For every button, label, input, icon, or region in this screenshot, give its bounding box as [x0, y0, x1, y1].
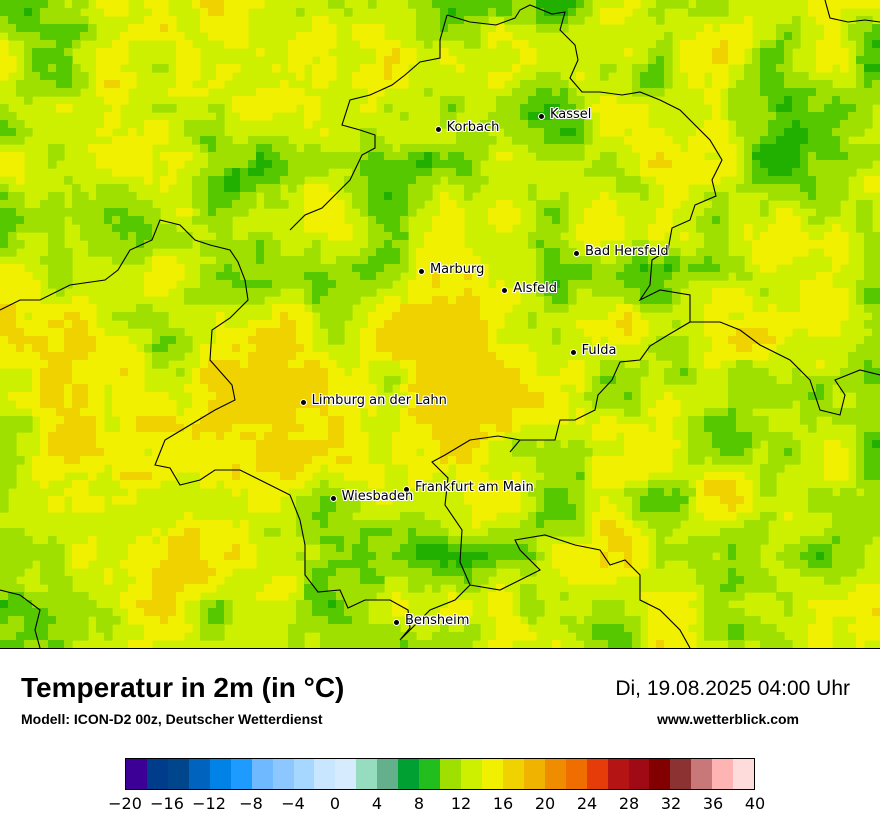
color-scale-segment [293, 759, 315, 789]
color-scale-segment [398, 759, 420, 789]
city-marker-wiesbaden [329, 495, 337, 503]
city-label: Alsfeld [513, 281, 558, 297]
color-scale-segment [314, 759, 336, 789]
color-scale-ticks: −20 −16 −12 −8 −4 0 4 8 12 16 20 24 28 32 36 40 [108, 794, 765, 816]
city-marker-limburg-an-der-lahn [299, 398, 307, 406]
temperature-field-layer [0, 0, 880, 648]
color-scale-bar [125, 758, 755, 790]
city-marker-fulda [569, 349, 577, 357]
color-scale-tick-label: 8 [413, 794, 425, 813]
color-scale-segment [230, 759, 252, 789]
color-scale-segment [607, 759, 629, 789]
city-marker-alsfeld [501, 287, 509, 295]
city-label: Marburg [429, 262, 485, 278]
color-scale-segment [146, 759, 168, 789]
color-scale-segment [712, 759, 734, 789]
color-scale-segment [733, 759, 755, 789]
temperature-map: Kassel Korbach Bad Hersfeld Marburg Alsfeld F… [0, 0, 880, 649]
color-scale-segment [565, 759, 587, 789]
color-scale-tick-label: 20 [534, 794, 556, 813]
city-marker-korbach [434, 125, 442, 133]
color-scale-tick-label: 16 [492, 794, 514, 813]
color-scale-segment [502, 759, 524, 789]
city-label: Bensheim [404, 613, 470, 629]
color-scale-tick-label: 40 [744, 794, 766, 813]
color-scale-tick-label: −16 [150, 794, 184, 813]
color-scale-segment [649, 759, 671, 789]
northeast-border [824, 0, 880, 23]
color-scale-segment [440, 759, 461, 789]
city-label: Kassel [549, 107, 592, 123]
color-scale-tick-label: 0 [329, 794, 341, 813]
color-scale-segment [272, 759, 294, 789]
city-label: Fulda [581, 343, 617, 359]
city-marker-kassel [537, 113, 545, 121]
color-scale-segment [544, 759, 566, 789]
color-scale-segment [670, 759, 692, 789]
city-label: Bad Hersfeld [584, 243, 669, 259]
color-scale-tick-label: −20 [108, 794, 142, 813]
color-scale-tick-label: −4 [281, 794, 305, 813]
color-scale-segment [586, 759, 608, 789]
color-scale-segment [188, 759, 210, 789]
hesse-border [0, 4, 723, 641]
city-marker-bensheim [392, 619, 400, 627]
color-scale-segment [251, 759, 273, 789]
color-scale-segment [523, 759, 545, 789]
website-url: www.wetterblick.com [657, 711, 799, 727]
color-scale-tick-label: 28 [618, 794, 640, 813]
north-border [289, 14, 448, 231]
city-label: Wiesbaden [341, 489, 414, 505]
color-scale-tick-label: 24 [576, 794, 598, 813]
color-scale-segment [628, 759, 650, 789]
color-scale-tick-label: 12 [450, 794, 472, 813]
color-scale-segment [167, 759, 189, 789]
south-border [469, 439, 691, 648]
city-marker-frankfurt-am-main [402, 485, 410, 493]
color-scale-segment [419, 759, 441, 789]
forecast-datetime: Di, 19.08.2025 04:00 Uhr [615, 677, 850, 700]
city-label: Frankfurt am Main [414, 479, 534, 495]
city-marker-marburg [417, 268, 425, 276]
color-scale-tick-label: −12 [192, 794, 226, 813]
city-label: Limburg an der Lahn [311, 392, 447, 408]
model-source: Modell: ICON-D2 00z, Deutscher Wetterdie… [21, 711, 323, 727]
color-scale-segment [481, 759, 503, 789]
color-scale-tick-label: 4 [371, 794, 383, 813]
color-scale-tick-label: 36 [702, 794, 724, 813]
temperature-field [0, 0, 880, 648]
color-scale-segment [209, 759, 231, 789]
state-borders [0, 0, 880, 648]
southwest-border [0, 589, 41, 648]
city-marker-bad-hersfeld [572, 249, 580, 257]
color-scale-segment [356, 759, 378, 789]
city-label: Korbach [446, 119, 500, 135]
color-scale-segment [126, 759, 147, 789]
color-scale-segment [377, 759, 399, 789]
color-scale-tick-label: 32 [660, 794, 682, 813]
color-scale-segment [691, 759, 713, 789]
page-title: Temperatur in 2m (in °C) [21, 672, 345, 703]
color-scale-segment [335, 759, 357, 789]
east-border [690, 321, 880, 416]
color-scale-segment [461, 759, 482, 789]
color-scale-tick-label: −8 [239, 794, 263, 813]
